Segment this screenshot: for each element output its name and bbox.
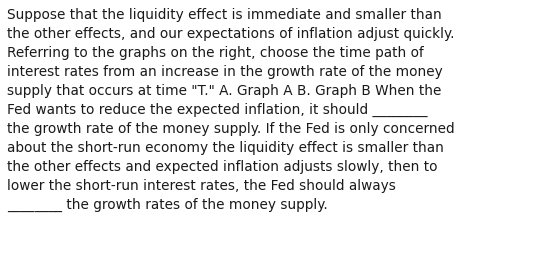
Text: Suppose that the liquidity effect is immediate and smaller than
the other effect: Suppose that the liquidity effect is imm… [7,8,455,212]
